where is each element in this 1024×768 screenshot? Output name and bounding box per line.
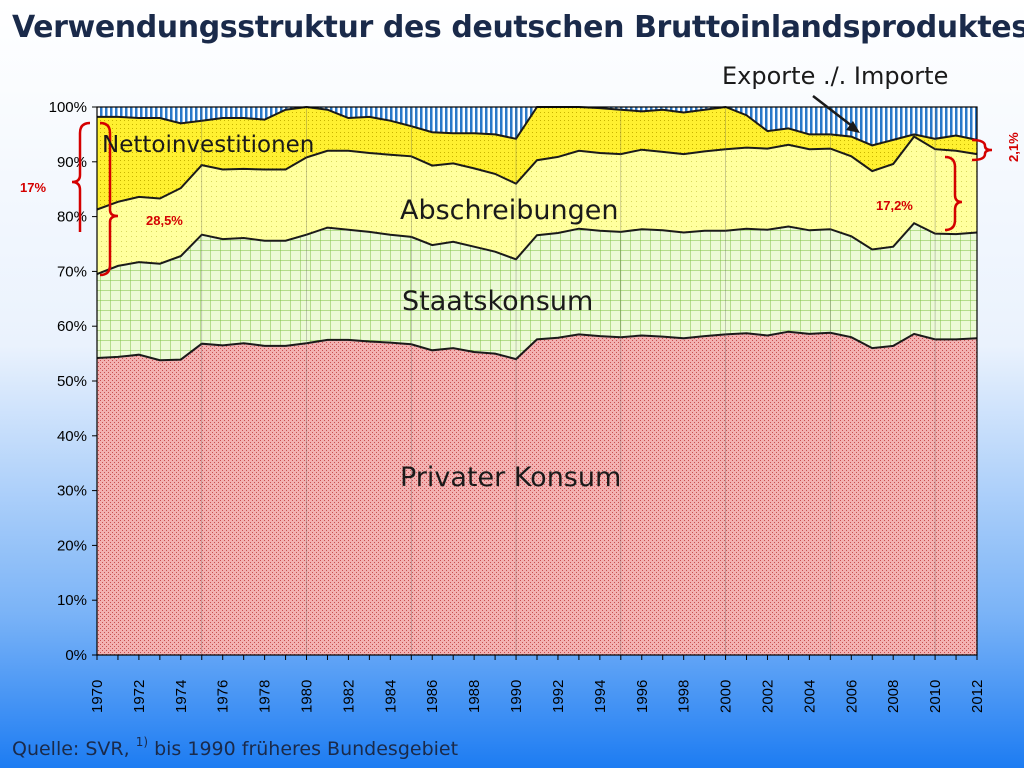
label-net-investment: Nettoinvestitionen: [102, 132, 315, 158]
ytick-label: 80%: [57, 209, 87, 226]
source-note: Quelle: SVR, 1) bis 1990 früheres Bundes…: [12, 735, 459, 760]
ytick-label: 30%: [57, 483, 87, 500]
chart-title: Verwendungsstruktur des deutschen Brutto…: [12, 10, 1024, 45]
xtick-label: 1992: [550, 680, 567, 713]
xtick-label: 1988: [466, 680, 483, 713]
xtick-label: 1978: [257, 680, 274, 713]
exports-arrow: [812, 95, 860, 133]
xtick-label: 2010: [927, 680, 944, 713]
xtick-label: 1974: [173, 680, 190, 713]
area-private-consumption: [97, 331, 977, 655]
xtick-label: 1982: [340, 680, 357, 713]
red-label-285: 28,5%: [146, 213, 183, 228]
xtick-label: 1994: [592, 680, 609, 713]
red-label-172: 17,2%: [876, 198, 913, 213]
ytick-label: 20%: [57, 537, 87, 554]
xtick-label: 2004: [801, 680, 818, 713]
xtick-label: 2008: [885, 680, 902, 713]
xtick-label: 1984: [382, 680, 399, 713]
label-private-consumption: Privater Konsum: [400, 462, 622, 493]
xtick-label: 1998: [676, 680, 693, 713]
ytick-label: 60%: [57, 318, 87, 335]
ytick-label: 90%: [57, 154, 87, 171]
ytick-label: 40%: [57, 428, 87, 445]
ytick-label: 10%: [57, 592, 87, 609]
xtick-label: 2006: [843, 680, 860, 713]
xtick-label: 2012: [969, 680, 986, 713]
area-net-investment: [97, 107, 977, 210]
ytick-label: 50%: [57, 373, 87, 390]
red-label-21: 2,1%: [1006, 132, 1021, 162]
xtick-label: 1970: [89, 680, 106, 713]
ytick-label: 100%: [49, 99, 87, 116]
ytick-label: 0%: [65, 647, 87, 664]
bracket-285: [99, 121, 119, 277]
bracket-172: [944, 155, 963, 232]
label-depreciation: Abschreibungen: [400, 195, 619, 226]
label-state-consumption: Staatskonsum: [402, 286, 594, 317]
bracket-21: [971, 138, 993, 162]
xtick-label: 1976: [215, 680, 232, 713]
xtick-label: 1996: [634, 680, 651, 713]
area-state-consumption: [97, 223, 977, 361]
xtick-label: 2000: [718, 680, 735, 713]
red-label-17: 17%: [20, 180, 47, 195]
area-depreciation: [97, 136, 977, 275]
xtick-label: 2002: [759, 680, 776, 713]
area-net-exports: [97, 107, 977, 146]
ytick-label: 70%: [57, 263, 87, 280]
xtick-label: 1986: [424, 680, 441, 713]
xtick-label: 1990: [508, 680, 525, 713]
xtick-label: 1972: [131, 680, 148, 713]
red-brackets: [71, 121, 993, 277]
bracket-17: [71, 121, 91, 232]
xtick-label: 1980: [299, 680, 316, 713]
label-exports: Exporte ./. Importe: [722, 62, 949, 90]
